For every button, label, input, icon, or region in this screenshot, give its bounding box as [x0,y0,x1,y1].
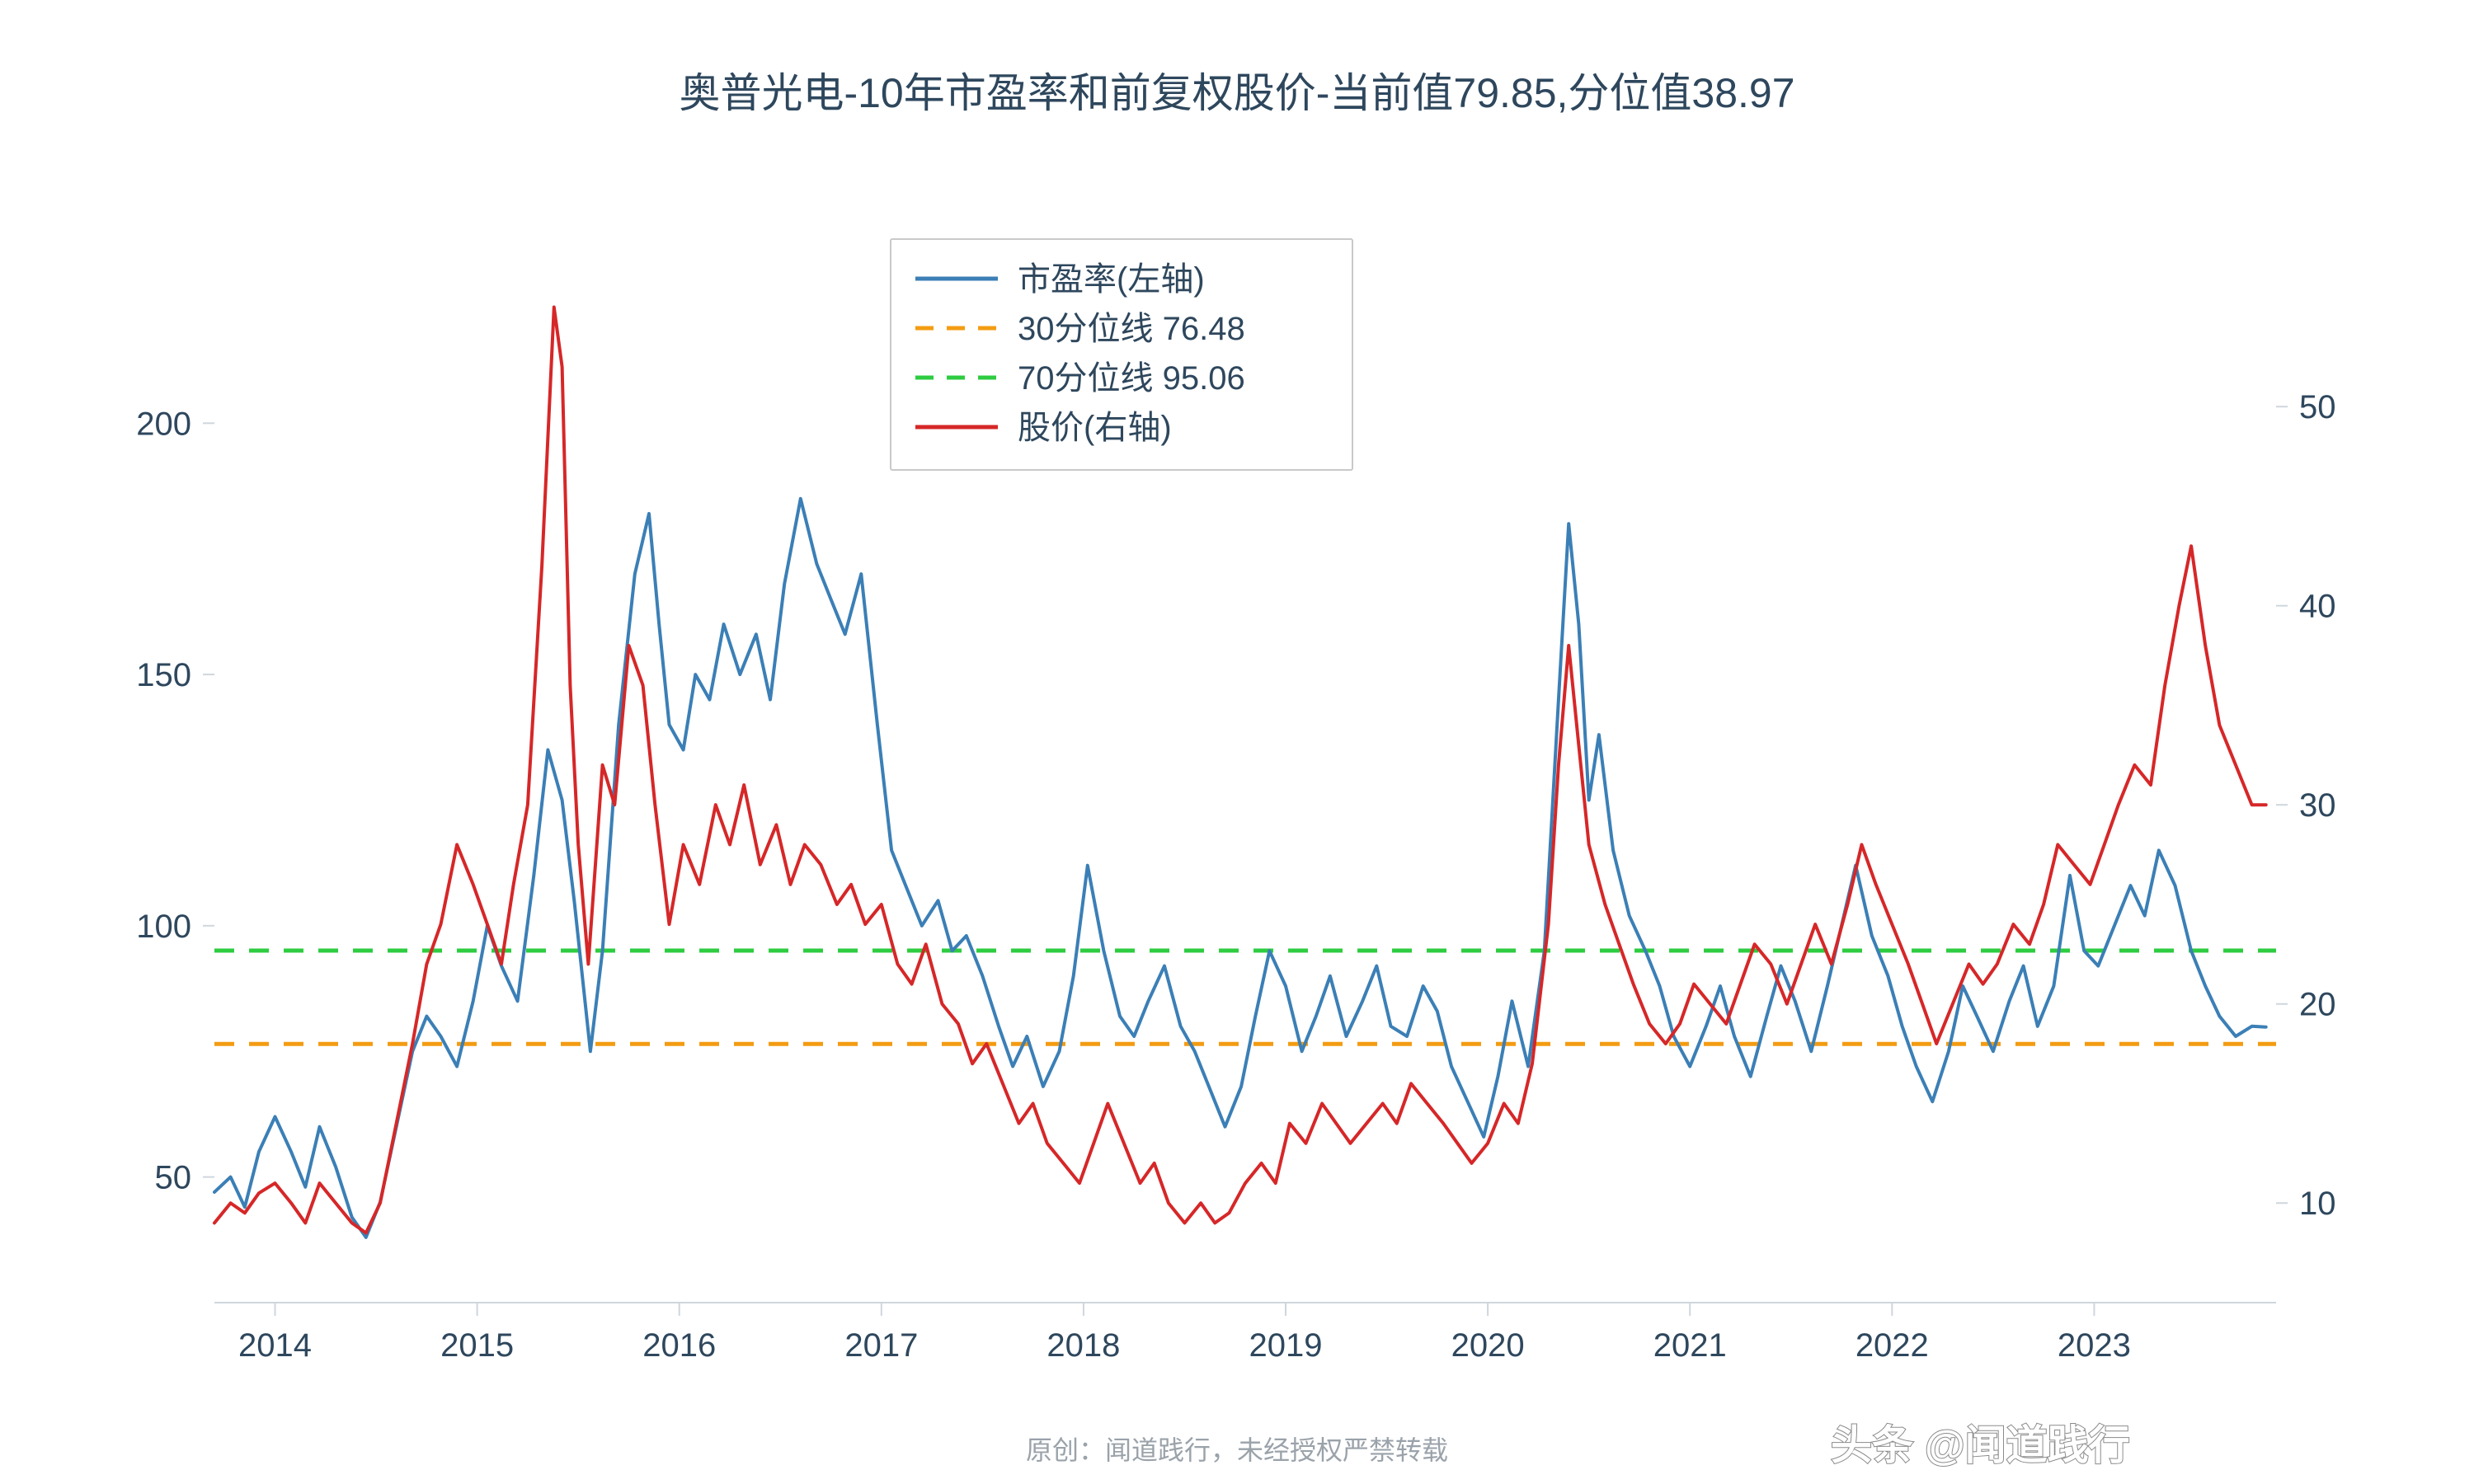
legend-group: 市盈率(左轴) 30分位线 76.48 70分位线 95.06 股价(右轴) [891,239,1352,470]
legend-label: 市盈率(左轴) [1018,261,1205,298]
x-tick-label: 2020 [1451,1327,1525,1364]
x-tick-label: 2015 [440,1327,514,1364]
y-right-tick-label: 30 [2299,787,2336,824]
y-right-tick-label: 50 [2299,389,2336,425]
y-left-tick-label: 100 [136,909,191,945]
watermark-text: 头条 @闻道践行 [1831,1422,2130,1468]
legend-label: 30分位线 76.48 [1018,311,1245,347]
chart-container: 奥普光电-10年市盈率和前复权股价-当前值79.85,分位值38.97 2014… [0,0,2474,1484]
x-tick-label: 2016 [642,1327,716,1364]
x-tick-label: 2022 [1856,1327,1929,1364]
x-tick-label: 2018 [1047,1327,1120,1364]
footer-text: 原创：闻道践行，未经授权严禁转载 [1026,1435,1448,1465]
y-left-tick-label: 50 [155,1160,192,1196]
y-right-tick-label: 20 [2299,987,2336,1023]
x-tick-label: 2017 [844,1327,918,1364]
x-tick-label: 2014 [238,1327,312,1364]
y-right-tick-label: 40 [2299,589,2336,625]
y-right-tick-label: 10 [2299,1186,2336,1222]
y-left-tick-label: 200 [136,406,191,442]
x-tick-label: 2019 [1249,1327,1323,1364]
series-line-pe [214,499,2266,1237]
y-left-tick-label: 150 [136,657,191,693]
x-tick-label: 2021 [1653,1327,1727,1364]
chart-svg: 奥普光电-10年市盈率和前复权股价-当前值79.85,分位值38.97 2014… [0,0,2474,1484]
axes-group: 2014 2015 2016 2017 2018 2019 2020 2021 2022 2023… [136,389,2335,1364]
chart-title: 奥普光电-10年市盈率和前复权股价-当前值79.85,分位值38.97 [679,70,1794,116]
legend-label: 70分位线 95.06 [1018,360,1245,397]
legend-label: 股价(右轴) [1018,410,1172,446]
x-tick-label: 2023 [2058,1327,2131,1364]
